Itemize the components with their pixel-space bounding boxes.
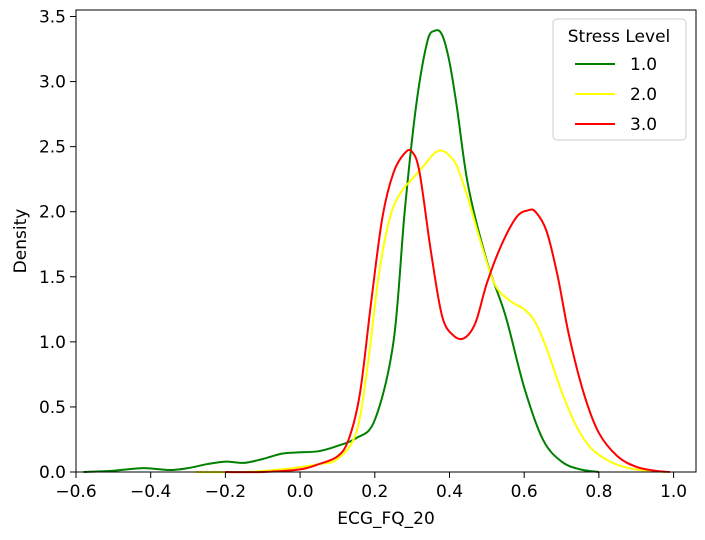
series-line-1 bbox=[83, 29, 600, 473]
y-tick-label: 2.5 bbox=[39, 138, 66, 158]
y-tick-label: 1.5 bbox=[39, 268, 66, 288]
legend-box bbox=[552, 18, 687, 141]
x-tick-label: 1.0 bbox=[660, 482, 687, 502]
legend-label: 2.0 bbox=[630, 85, 657, 105]
x-tick-label: 0.4 bbox=[436, 482, 463, 502]
y-tick-label: 1.0 bbox=[39, 333, 66, 353]
y-tick-label: 0.0 bbox=[39, 463, 66, 483]
legend-entries: 1.0 2.0 3.0 bbox=[575, 55, 657, 135]
x-axis-label: ECG_FQ_20 bbox=[337, 509, 435, 529]
y-axis-label: Density bbox=[11, 209, 31, 274]
x-tick-label: −0.6 bbox=[55, 482, 96, 502]
x-tick-label: 0.2 bbox=[361, 482, 388, 502]
series-line-2 bbox=[195, 149, 667, 474]
x-tick-label: 0.8 bbox=[585, 482, 612, 502]
legend-label: 3.0 bbox=[630, 115, 657, 135]
y-tick-label: 2.0 bbox=[39, 203, 66, 223]
y-tick-label: 3.5 bbox=[39, 8, 66, 28]
y-tick-label: 3.0 bbox=[39, 73, 66, 93]
y-axis: 0.0 0.5 1.0 1.5 2.0 2.5 3.0 3.5 bbox=[39, 8, 76, 483]
legend: Stress Level 1.0 2.0 3.0 bbox=[552, 18, 687, 141]
legend-label: 1.0 bbox=[630, 55, 657, 75]
legend-title: Stress Level bbox=[568, 27, 671, 47]
y-tick-label: 0.5 bbox=[39, 398, 66, 418]
x-tick-label: 0.0 bbox=[287, 482, 314, 502]
x-tick-label: −0.4 bbox=[130, 482, 171, 502]
plot-frame bbox=[75, 9, 697, 473]
x-axis: −0.6 −0.4 −0.2 0.0 0.2 0.4 0.6 0.8 1.0 bbox=[55, 472, 687, 502]
series-line-3 bbox=[225, 148, 670, 474]
x-tick-label: −0.2 bbox=[205, 482, 246, 502]
series-layer bbox=[83, 29, 670, 474]
x-tick-label: 0.6 bbox=[511, 482, 538, 502]
